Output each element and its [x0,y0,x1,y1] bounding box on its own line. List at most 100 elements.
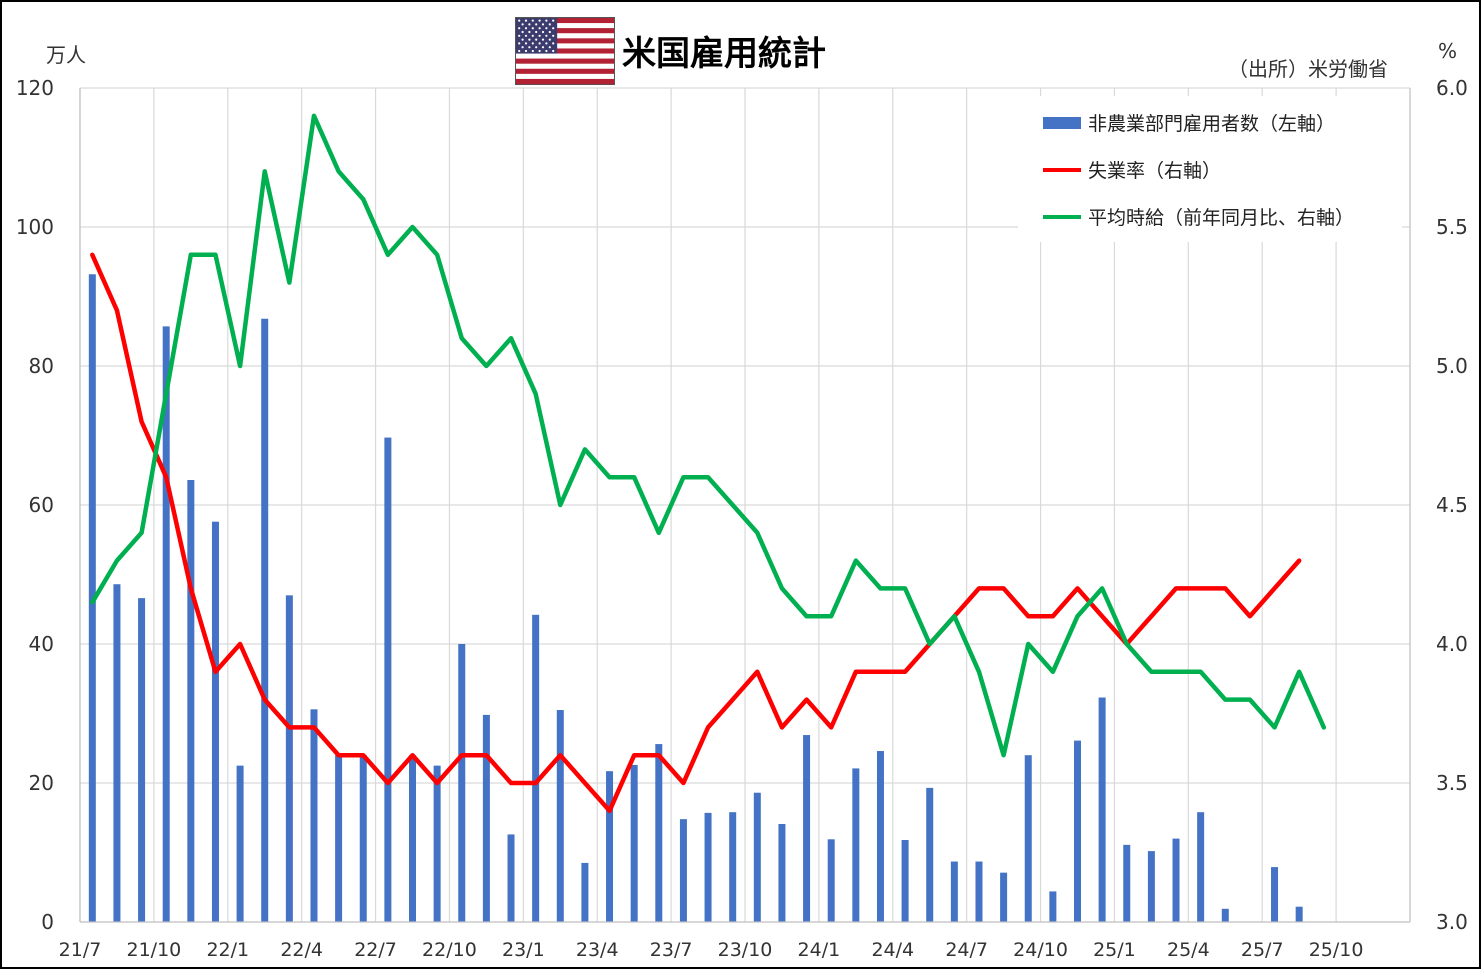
flag-star [524,27,528,30]
right-axis-tick: 6.0 [1436,76,1468,100]
source-note: （出所）米労働省 [1228,57,1388,81]
bar [162,326,170,922]
x-axis-tick: 22/4 [280,939,323,961]
bar [1295,906,1303,922]
bar [236,765,244,922]
flag-star [524,42,528,45]
x-axis-tick: 23/7 [650,939,693,961]
flag-star [545,27,548,30]
bar [655,744,663,922]
legend-label-payrolls: 非農業部門雇用者数（左軸） [1088,113,1335,135]
x-axis-tick: 24/1 [798,939,841,961]
flag-star [552,42,555,45]
flag-stripe [516,78,614,85]
flag-star [518,49,521,53]
bar [679,819,687,922]
flag-star [531,27,534,30]
x-axis-tick: 23/10 [718,939,773,961]
flag-star [548,23,551,26]
right-axis-tick: 4.0 [1436,632,1468,656]
flag-star [545,49,548,53]
flag-star [528,46,531,49]
flag-star [541,38,545,41]
bar [876,751,884,922]
flag-star [548,46,551,49]
flag-star [518,19,521,22]
bar [187,479,195,922]
us-flag-icon [515,17,615,85]
bar [409,755,416,922]
bar [211,521,219,922]
legend: 非農業部門雇用者数（左軸） 失業率（右軸） 平均時給（前年同月比、右軸） [1018,96,1402,242]
bar [138,598,146,922]
flag-star [552,27,555,30]
flag-star [541,23,545,26]
x-axis-tick: 23/4 [576,939,619,961]
bar [384,437,392,922]
left-axis-tick: 80 [29,354,54,378]
bar [1172,838,1180,922]
bar [433,765,441,922]
x-axis-tick: 21/7 [59,939,102,961]
bar [926,787,934,922]
bar [1024,755,1032,922]
flag-stripe [516,48,614,54]
bar [310,709,318,922]
x-axis-tick: 25/1 [1093,939,1136,961]
bar [729,812,737,922]
bar [1000,872,1008,922]
bar [1147,851,1155,922]
x-axis-tick: 22/10 [422,939,477,961]
right-axis-tick: 5.0 [1436,354,1468,378]
hourly-earnings-line [90,113,1327,758]
bar [482,714,490,922]
bar [1074,740,1081,922]
flag-star [524,34,528,37]
bar [1271,867,1279,922]
flag-stripe [516,73,614,80]
flag-star [535,23,538,26]
flag-star [538,49,541,53]
bar [975,861,983,922]
bar [581,862,589,922]
flag-star [538,34,541,37]
x-axis-tick: 22/7 [354,939,397,961]
flag-star [521,23,524,26]
flag-star [521,38,524,41]
bar [852,768,860,922]
flag-stripe [516,53,614,59]
bar [1123,844,1131,922]
left-axis-tick: 40 [29,632,54,656]
line-series [90,113,1327,814]
right-axis-tick: 5.5 [1436,215,1468,239]
flag-star [521,30,524,34]
bar [1221,908,1229,922]
flag-star [545,42,548,45]
flag-star [538,27,541,30]
flag-stripe [516,43,614,49]
flag-stripe [516,33,614,39]
flag-star [541,46,545,49]
left-axis-tick: 100 [16,215,54,239]
bar [261,318,269,922]
flag-stripe [516,38,614,44]
x-axis-tick: 23/1 [502,939,545,961]
x-axis-tick: 21/10 [127,939,182,961]
flag-stripe [516,18,614,24]
chart-title: 米国雇用統計 [622,34,826,74]
flag-star [538,19,541,22]
unemployment-rate-line [90,252,1302,814]
bar [630,764,638,922]
flag-star [538,42,541,45]
flag-star [518,42,521,45]
right-axis-tick: 3.0 [1436,910,1468,934]
bar [778,824,786,922]
left-axis-tick: 60 [29,493,54,517]
bar [1049,891,1057,922]
bar [803,735,811,922]
left-axis-tick: 120 [16,76,54,100]
left-axis-tick: 0 [41,910,54,934]
right-axis-tick: 3.5 [1436,771,1468,795]
flag-star [528,23,531,26]
